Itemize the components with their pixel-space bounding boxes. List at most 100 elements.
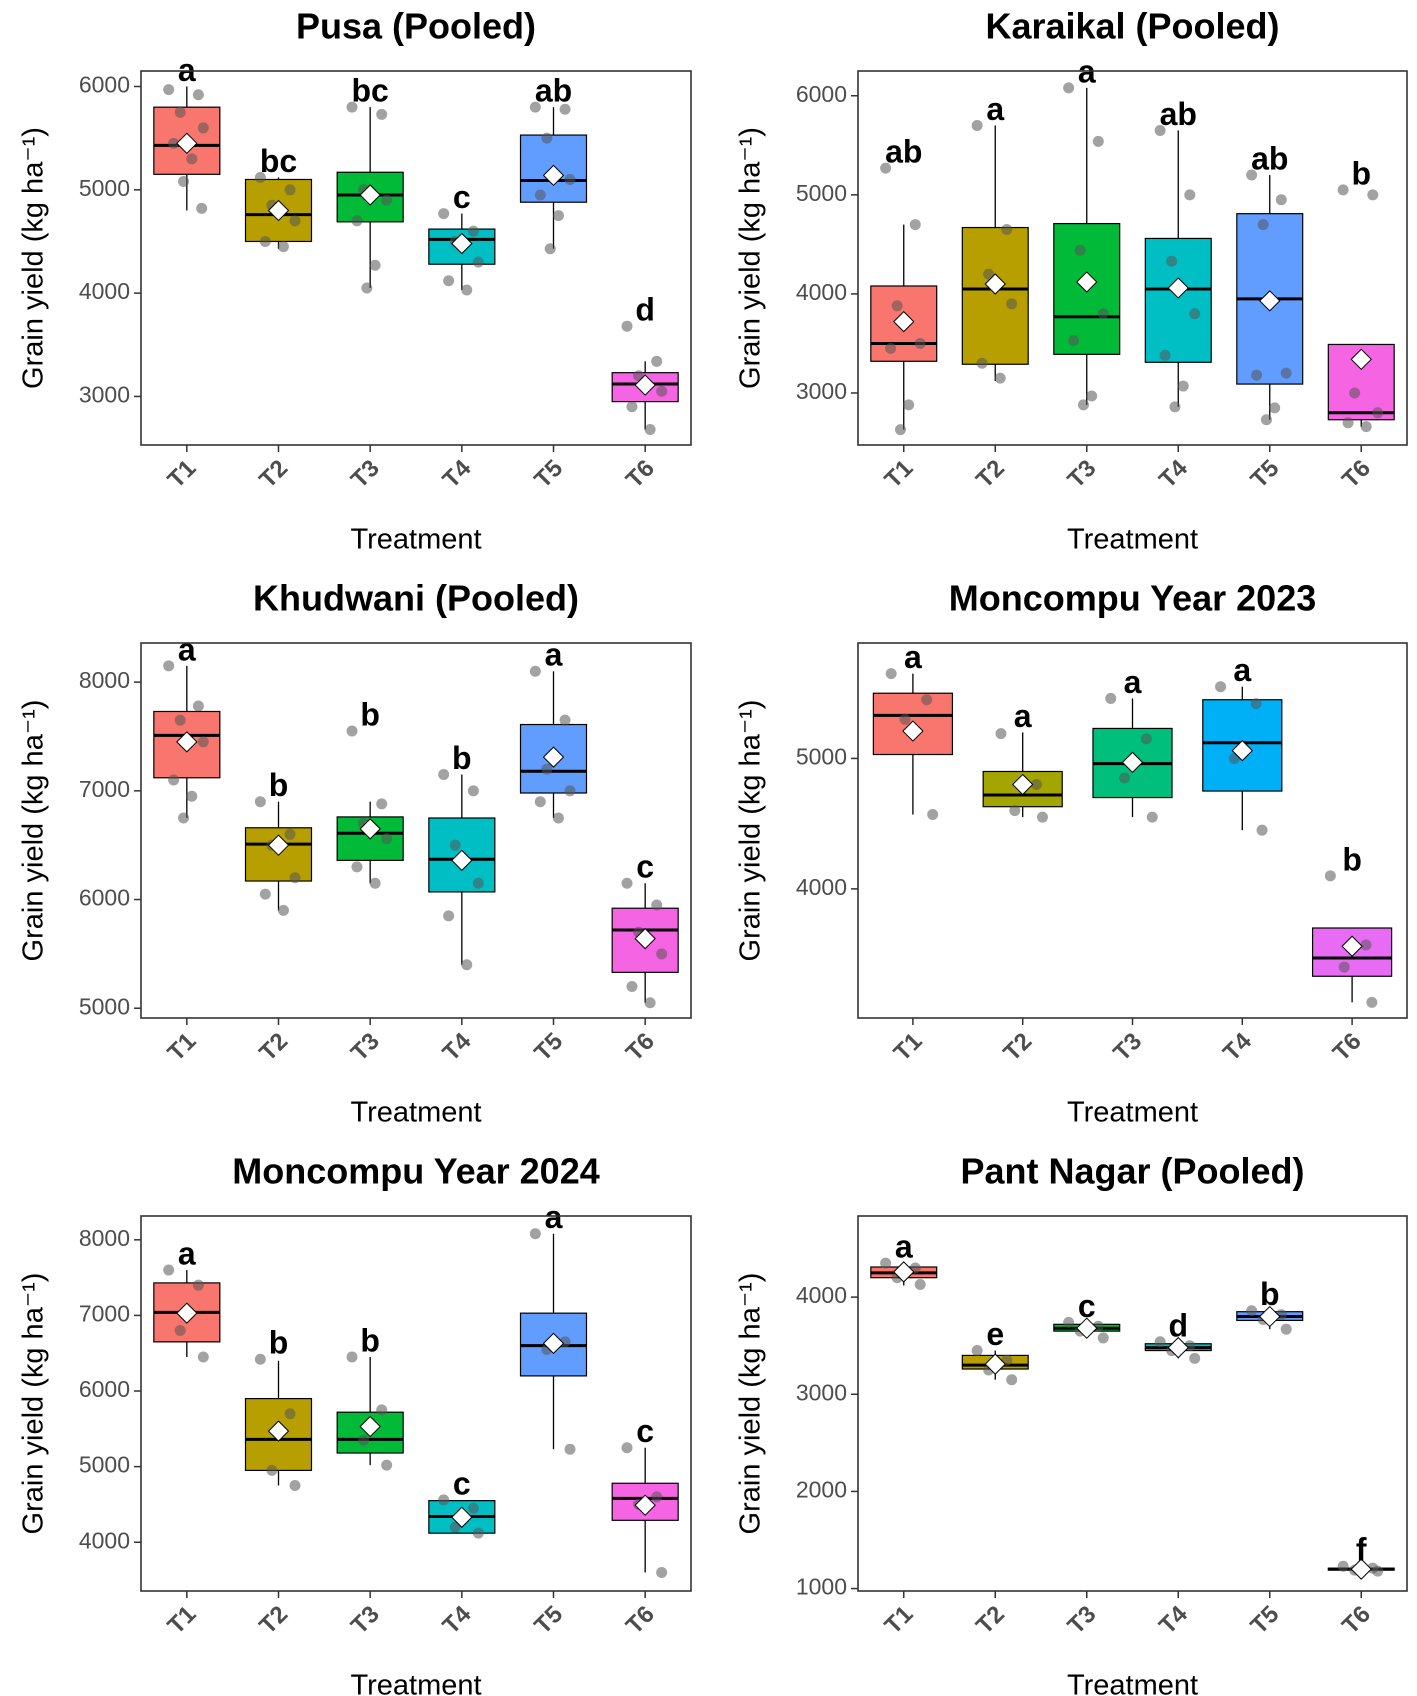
box [1144,237,1212,363]
data-point [381,194,393,206]
data-point [1031,779,1043,791]
significance-letter: bc [351,73,388,109]
x-tick-label: T5 [529,455,568,494]
mean-marker [267,834,290,856]
data-point [1036,811,1048,823]
data-point [1006,1374,1018,1386]
data-point [284,184,296,196]
panel: Karaikal (Pooled) Treatment Grain yield (k… [735,6,1408,556]
panel: Pusa (Pooled) Treatment Grain yield (kg ha… [18,6,692,556]
data-point [894,424,906,436]
data-point [192,1279,204,1291]
data-point [361,282,373,294]
mean-marker [542,746,565,768]
x-tick-label: T6 [1328,1028,1367,1067]
data-point [168,137,180,149]
data-point [880,162,892,174]
data-point [467,785,479,797]
box [153,710,221,779]
data-point [197,736,209,748]
panel-title: Karaikal (Pooled) [985,6,1279,47]
significance-letter: ab [885,134,922,170]
data-point [909,219,921,231]
data-point [626,980,638,992]
data-point [1215,681,1227,693]
data-point [651,1491,663,1503]
data-point [1360,939,1372,951]
data-point [289,215,301,227]
data-point [284,1408,296,1420]
data-point [192,89,204,101]
data-point [461,959,473,971]
data-point [541,132,553,144]
x-tick-label: T5 [529,1601,568,1640]
data-point [186,153,198,165]
y-tick-label: 5000 [796,180,847,206]
x-tick-label: T5 [529,1028,568,1067]
data-point [351,861,363,873]
significance-letter: c [453,179,471,215]
plot-frame [857,642,1408,1019]
x-tick-label: T4 [1154,454,1193,493]
data-point [1256,824,1268,836]
data-point [529,101,541,113]
mean-marker [267,199,290,222]
plot-frame [140,1215,692,1592]
data-point [971,119,983,131]
data-point [559,714,571,726]
significance-letter: b [1342,841,1362,877]
data-point [885,342,897,354]
significance-letter: a [178,52,196,88]
data-point [266,1464,278,1476]
significance-letter: e [986,1316,1004,1352]
data-point [1009,805,1021,817]
data-point [1146,811,1158,823]
y-tick-label: 5000 [79,1452,130,1478]
data-point [1250,698,1262,710]
data-point [467,225,479,237]
significance-letter: b [1351,155,1371,191]
x-tick-label: T4 [1218,1027,1257,1066]
x-tick-label: T6 [1337,1601,1376,1640]
significance-letter: c [636,1413,654,1449]
data-point [472,877,484,889]
data-point [644,424,656,436]
y-tick-label: 8000 [79,1225,130,1251]
data-point [544,243,556,255]
data-point [914,337,926,349]
y-tick-label: 6000 [79,72,130,98]
data-point [381,1459,393,1471]
mean-marker [176,132,198,155]
data-point [552,210,564,222]
mean-marker [1076,271,1098,293]
data-point [186,790,198,802]
data-point [1189,308,1201,320]
data-point [254,796,266,808]
data-point [903,399,915,411]
x-tick-label: T5 [1245,455,1284,494]
data-point [1324,870,1336,882]
x-tick-label: T1 [163,455,202,494]
data-point [529,665,541,677]
panel-title: Pant Nagar (Pooled) [960,1151,1304,1192]
y-tick-label: 1000 [796,1574,847,1600]
data-point [376,798,388,810]
data-point [254,1353,266,1365]
panel: Pant Nagar (Pooled) Treatment Grain yield … [735,1151,1408,1696]
data-point [885,668,897,680]
data-point [1257,219,1269,231]
significance-letter: a [178,1236,196,1272]
data-point [1342,417,1354,429]
data-point [178,176,190,188]
mean-marker [984,273,1006,295]
y-tick-label: 4000 [79,278,130,304]
y-tick-label: 7000 [79,776,130,802]
x-tick-label: T3 [346,455,385,494]
x-tick-label: T2 [254,455,293,494]
mean-marker [984,1353,1006,1375]
mean-marker [1011,773,1034,796]
y-tick-label: 3000 [796,378,847,404]
x-tick-label: T6 [621,1028,660,1067]
y-axis-title: Grain yield (kg ha⁻¹) [735,127,767,389]
